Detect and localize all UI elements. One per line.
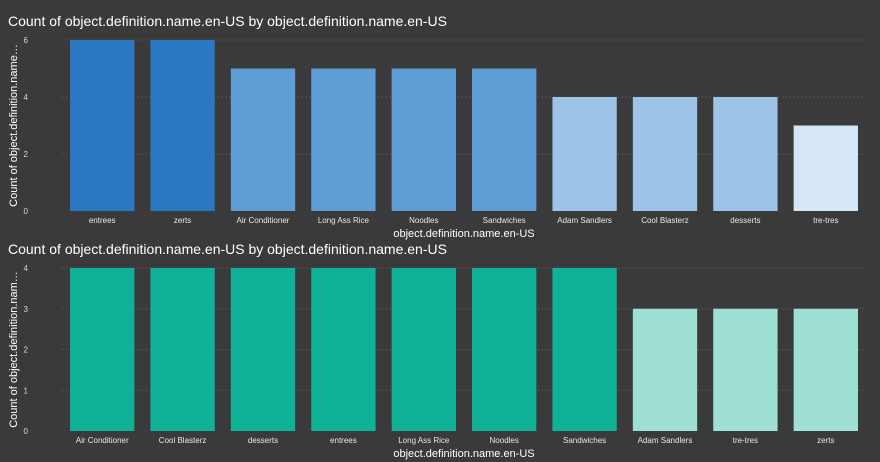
y-tick-label: 2 [24, 150, 29, 159]
bar[interactable] [311, 268, 376, 431]
y-tick-label: 1 [24, 386, 29, 395]
x-tick-label: Adam Sandlers [557, 216, 612, 225]
bar[interactable] [632, 97, 698, 211]
bar[interactable] [150, 40, 215, 211]
y-tick-label: 0 [24, 427, 29, 436]
x-tick-label: Cool Blasterz [641, 216, 689, 225]
x-tick-label: Long Ass Rice [398, 436, 450, 445]
bar[interactable] [230, 68, 296, 212]
y-axis-label: Count of object.definition.name… [8, 44, 20, 207]
y-tick-label: 6 [24, 36, 29, 45]
x-tick-label: zerts [174, 216, 191, 225]
bar[interactable] [632, 308, 698, 431]
chart-2: Count of object.definition.name.en-US by… [8, 241, 866, 460]
chart-title: Count of object.definition.name.en-US by… [8, 241, 447, 257]
x-tick-label: Noodles [490, 436, 519, 445]
y-tick-label: 4 [24, 93, 29, 102]
x-tick-label: Adam Sandlers [638, 436, 693, 445]
x-axis-label: object.definition.name.en-US [393, 448, 534, 460]
bar[interactable] [150, 268, 215, 431]
chart-1: Count of object.definition.name.en-US by… [8, 13, 866, 240]
y-tick-label: 2 [24, 346, 29, 355]
x-tick-label: zerts [817, 436, 834, 445]
bar[interactable] [793, 308, 858, 431]
x-tick-label: entrees [330, 436, 357, 445]
bar[interactable] [311, 68, 376, 212]
bar[interactable] [552, 97, 617, 211]
bar[interactable] [793, 125, 858, 212]
x-tick-label: Sandwiches [483, 216, 526, 225]
bar[interactable] [552, 268, 617, 431]
x-tick-label: Sandwiches [563, 436, 606, 445]
x-tick-label: Long Ass Rice [318, 216, 370, 225]
x-tick-label: Air Conditioner [237, 216, 290, 225]
x-tick-label: entrees [89, 216, 116, 225]
bar[interactable] [70, 268, 135, 431]
bar[interactable] [713, 97, 778, 211]
bar[interactable] [391, 68, 456, 212]
x-tick-label: Cool Blasterz [159, 436, 207, 445]
x-tick-label: tre-tres [733, 436, 758, 445]
y-tick-label: 3 [24, 305, 29, 314]
bar[interactable] [230, 268, 296, 431]
x-tick-label: tre-tres [813, 216, 838, 225]
bar[interactable] [391, 268, 456, 431]
y-axis-label: Count of object.definition.nam… [8, 271, 20, 428]
x-tick-label: desserts [248, 436, 278, 445]
chart-title: Count of object.definition.name.en-US by… [8, 13, 447, 29]
y-tick-label: 4 [24, 264, 29, 273]
bar[interactable] [713, 308, 778, 431]
x-tick-label: Noodles [409, 216, 438, 225]
x-tick-label: desserts [730, 216, 760, 225]
x-axis-label: object.definition.name.en-US [393, 228, 534, 240]
x-tick-label: Air Conditioner [76, 436, 129, 445]
bar[interactable] [70, 40, 135, 211]
bar[interactable] [472, 68, 537, 212]
y-tick-label: 0 [24, 207, 29, 216]
bar[interactable] [472, 268, 537, 431]
